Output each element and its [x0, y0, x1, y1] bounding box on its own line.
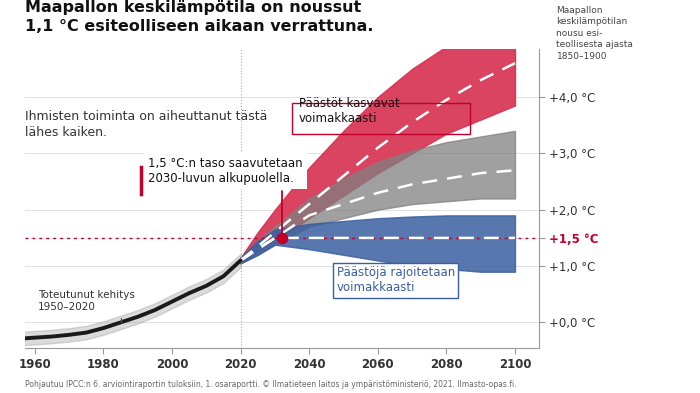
- Point: [276, 235, 288, 241]
- Text: Päästöjä rajoitetaan
voimakkaasti: Päästöjä rajoitetaan voimakkaasti: [337, 266, 455, 294]
- Text: Maapallon keskilämpötila on noussut
1,1 °C esiteolliseen aikaan verrattuna.: Maapallon keskilämpötila on noussut 1,1 …: [25, 0, 373, 33]
- Text: Toteutunut kehitys
1950–2020: Toteutunut kehitys 1950–2020: [38, 290, 135, 322]
- Text: Ihmisten toiminta on aiheuttanut tästä
lähes kaiken.: Ihmisten toiminta on aiheuttanut tästä l…: [25, 110, 267, 139]
- Text: 1,5 °C:n taso saavutetaan
2030-luvun alkupuolella.: 1,5 °C:n taso saavutetaan 2030-luvun alk…: [148, 156, 302, 235]
- Text: Pohjautuu IPCC:n 6. arviointiraportin tuloksiin, 1. osaraportti. © Ilmatieteen l: Pohjautuu IPCC:n 6. arviointiraportin tu…: [25, 380, 516, 389]
- Text: Maapallon
keskilämpötilan
nousu esi-
teollisesta ajasta
1850–1900: Maapallon keskilämpötilan nousu esi- teo…: [556, 6, 634, 61]
- Text: Päästöt kasvavat
voimakkaasti: Päästöt kasvavat voimakkaasti: [299, 97, 400, 125]
